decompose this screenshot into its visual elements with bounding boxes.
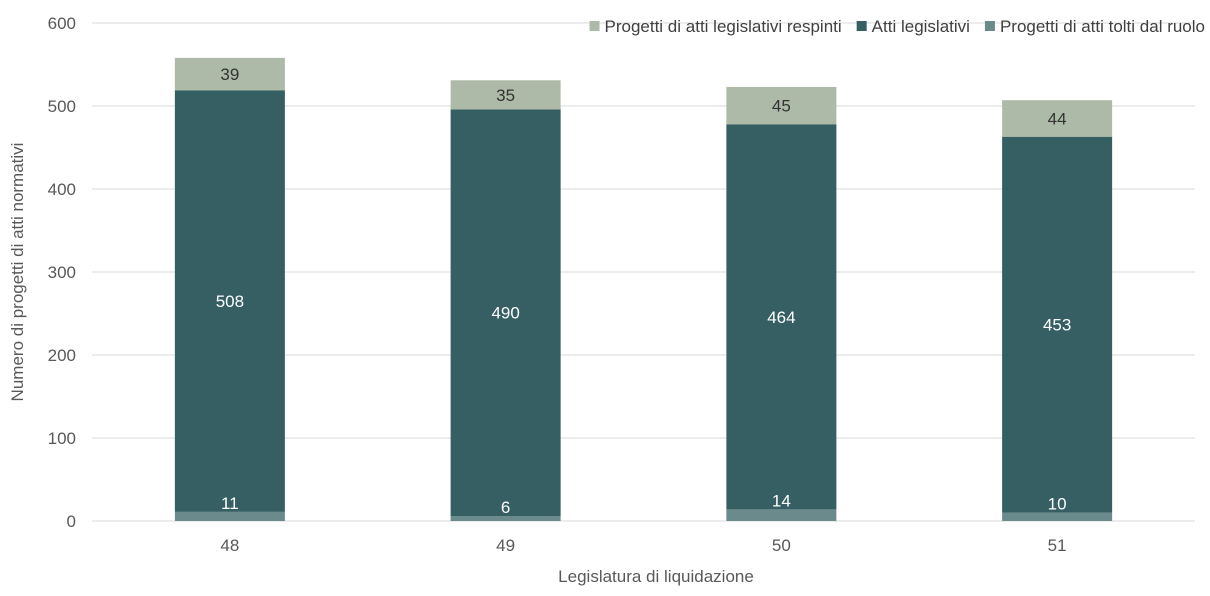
- legend: Progetti di atti legislativi respinti Att…: [589, 17, 1205, 36]
- data-labels: 11 508 39 6 490 35 14 464 45 10 453 44: [216, 65, 1072, 517]
- bar-49-series-1: [450, 109, 561, 517]
- legend-swatch-2: [984, 21, 995, 31]
- bar-48-series-0: [174, 511, 285, 521]
- y-axis-title: Numero di progetti di atti normativi: [8, 143, 27, 402]
- legend-swatch-0: [589, 21, 600, 31]
- x-tick-label: 49: [496, 536, 515, 555]
- data-label-48-series-0: 11: [221, 494, 239, 513]
- x-tick-label: 50: [772, 536, 791, 555]
- bar-51-series-2: [1002, 100, 1113, 137]
- data-label-48-series-2: 39: [220, 65, 239, 84]
- bar-50-series-2: [726, 86, 837, 125]
- data-label-48-series-1: 508: [216, 292, 244, 311]
- x-axis-ticks: 48 49 50 51: [220, 536, 1066, 555]
- data-label-50-series-0: 14: [772, 491, 791, 510]
- data-label-50-series-1: 464: [767, 308, 795, 327]
- x-tick-label: 51: [1048, 536, 1067, 555]
- legend-label-1: Atti legislativi: [872, 17, 970, 36]
- data-label-49-series-0: 6: [501, 498, 510, 517]
- bar-50-series-1: [726, 124, 837, 510]
- bar-48-series-1: [174, 90, 285, 512]
- data-label-50-series-2: 45: [772, 97, 791, 116]
- data-label-49-series-1: 490: [491, 304, 519, 323]
- data-label-49-series-2: 35: [496, 86, 515, 105]
- y-tick-label: 0: [67, 512, 76, 531]
- bar-51-series-1: [1002, 136, 1113, 513]
- bar-49-series-0: [450, 516, 561, 521]
- data-label-51-series-0: 10: [1048, 495, 1067, 514]
- data-label-51-series-2: 44: [1048, 109, 1067, 128]
- legend-label-2: Progetti di atti tolti dal ruolo: [1000, 17, 1205, 36]
- legend-label-0: Progetti di atti legislativi respinti: [605, 17, 842, 36]
- y-tick-label: 100: [48, 429, 76, 448]
- bar-50-series-0: [726, 509, 837, 521]
- y-axis-ticks: 0 100 200 300 400 500 600: [48, 14, 76, 531]
- data-label-51-series-1: 453: [1043, 316, 1071, 335]
- bar-49-series-2: [450, 80, 561, 110]
- bars: [174, 57, 1113, 521]
- y-tick-label: 200: [48, 346, 76, 365]
- x-axis-title: Legislatura di liquidazione: [558, 567, 754, 586]
- bar-51-series-0: [1002, 512, 1113, 521]
- y-tick-label: 400: [48, 180, 76, 199]
- y-tick-label: 500: [48, 97, 76, 116]
- y-tick-label: 600: [48, 14, 76, 33]
- legend-swatch-1: [856, 21, 867, 31]
- y-tick-label: 300: [48, 263, 76, 282]
- x-tick-label: 48: [220, 536, 239, 555]
- bar-48-series-2: [174, 57, 285, 91]
